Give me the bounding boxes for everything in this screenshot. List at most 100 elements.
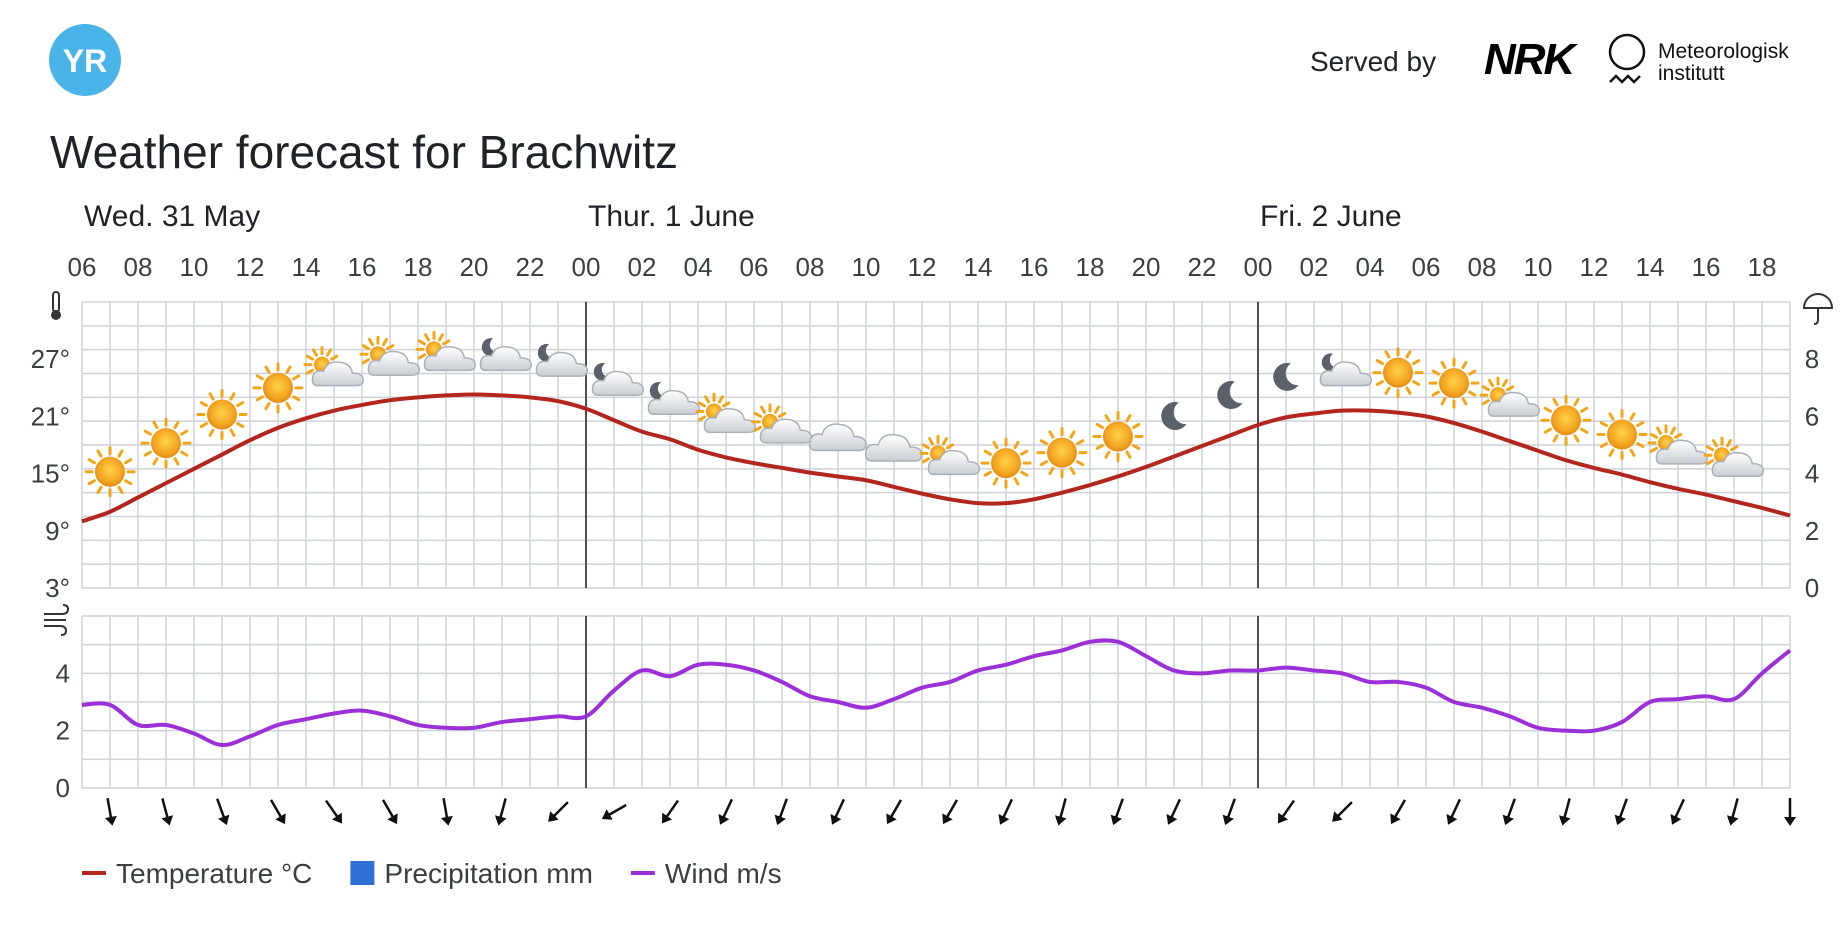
wind-direction-arrow xyxy=(216,798,230,826)
hour-tick-label: 06 xyxy=(1412,252,1441,282)
legend-label: Wind m/s xyxy=(665,858,782,889)
hour-tick-label: 14 xyxy=(292,252,321,282)
wind-direction-arrow xyxy=(1166,798,1182,825)
partly-cloudy-day-icon xyxy=(415,330,476,372)
hour-tick-label: 16 xyxy=(1692,252,1721,282)
hour-tick-label: 10 xyxy=(1524,252,1553,282)
wind-direction-arrow xyxy=(548,801,569,822)
temperature-tick-label: 15° xyxy=(31,459,70,489)
temperature-grid xyxy=(81,301,1791,589)
wind-grid xyxy=(81,615,1791,789)
sun-icon xyxy=(1596,409,1648,461)
partly-cloudy-day-icon xyxy=(1703,436,1764,477)
wind-direction-arrow xyxy=(1670,798,1686,825)
sun-icon xyxy=(196,389,248,441)
hour-tick-label: 08 xyxy=(1468,252,1497,282)
umbrella-icon xyxy=(1802,293,1834,325)
wind-direction-arrow xyxy=(381,799,398,825)
wind-direction-arrow xyxy=(440,797,453,826)
hour-tick-label: 06 xyxy=(68,252,97,282)
legend-swatch xyxy=(350,861,375,885)
axis-labels: 27° 21° 15° 9° 3° 8 6 4 2 0 4 2 0 xyxy=(31,344,1820,803)
wind-direction-arrow xyxy=(1614,798,1628,826)
wind-direction-arrow xyxy=(1784,798,1796,826)
precipitation-tick-label: 4 xyxy=(1805,459,1819,489)
sun-icon xyxy=(140,417,192,469)
wind-direction-arrow xyxy=(1332,801,1353,822)
hour-tick-label: 12 xyxy=(236,252,265,282)
hour-tick-label: 20 xyxy=(460,252,489,282)
sun-icon xyxy=(1372,347,1424,399)
precipitation-tick-label: 2 xyxy=(1805,516,1819,546)
partly-cloudy-day-icon xyxy=(919,434,980,476)
sun-icon xyxy=(1428,357,1480,409)
precipitation-tick-label: 8 xyxy=(1805,344,1819,374)
wind-direction-arrows xyxy=(104,797,1796,826)
day-labels: Wed. 31 May Thur. 1 June Fri. 2 June xyxy=(84,200,1402,233)
precipitation-tick-label: 0 xyxy=(1805,573,1819,603)
legend-item: Wind m/s xyxy=(630,858,782,889)
series-lines xyxy=(81,392,1792,748)
page-title: Weather forecast for Brachwitz xyxy=(50,126,678,178)
wind-direction-arrow xyxy=(494,798,507,826)
legend-item: Precipitation mm xyxy=(350,858,593,889)
legend-item: Temperature °C xyxy=(82,858,312,889)
hour-tick-label: 10 xyxy=(852,252,881,282)
wind-tick-label: 0 xyxy=(56,773,70,803)
temperature-tick-label: 27° xyxy=(31,344,70,374)
partly-cloudy-day-icon xyxy=(1647,424,1708,465)
met-institute-logo[interactable]: Meteorologisk institutt xyxy=(1608,33,1789,85)
day-label: Thur. 1 June xyxy=(588,200,755,233)
cloud-icon xyxy=(864,433,923,462)
wind-direction-arrow xyxy=(1502,798,1516,826)
weather-symbols xyxy=(84,330,1764,498)
wind-direction-arrow xyxy=(1054,798,1067,826)
wind-direction-arrow xyxy=(104,797,117,826)
met-circle-icon xyxy=(1608,33,1646,71)
hour-tick-label: 08 xyxy=(124,252,153,282)
hour-tick-label: 22 xyxy=(516,252,545,282)
partly-cloudy-night-icon xyxy=(647,381,700,416)
wind-icon xyxy=(44,604,70,636)
sun-icon xyxy=(1092,410,1144,462)
yr-logo[interactable]: YR xyxy=(49,24,121,96)
hour-tick-label: 00 xyxy=(572,252,601,282)
met-name-line2: institutt xyxy=(1658,62,1725,85)
partly-cloudy-night-icon xyxy=(1319,353,1372,387)
temperature-tick-label: 3° xyxy=(45,573,70,603)
wind-direction-arrow xyxy=(161,798,174,826)
wind-direction-arrow xyxy=(830,798,846,825)
partly-cloudy-day-icon xyxy=(359,335,420,376)
hour-tick-label: 18 xyxy=(1748,252,1777,282)
temperature-tick-label: 21° xyxy=(31,401,70,431)
hour-tick-label: 14 xyxy=(964,252,993,282)
sun-icon xyxy=(1036,427,1088,479)
wind-direction-arrow xyxy=(1446,798,1462,825)
hour-tick-label: 10 xyxy=(180,252,209,282)
wind-line xyxy=(81,638,1792,748)
partly-cloudy-night-icon xyxy=(591,362,644,396)
partly-cloudy-day-icon xyxy=(1479,376,1540,417)
legend-label: Precipitation mm xyxy=(384,858,593,889)
served-by-label: Served by xyxy=(1310,46,1436,77)
partly-cloudy-night-icon xyxy=(479,338,532,372)
hour-tick-label: 02 xyxy=(1300,252,1329,282)
hour-tick-label: 04 xyxy=(684,252,713,282)
wind-tick-label: 4 xyxy=(56,658,70,688)
met-name-line1: Meteorologisk xyxy=(1658,40,1789,63)
sun-icon xyxy=(84,446,136,498)
wind-direction-arrow xyxy=(942,799,959,825)
wind-direction-arrow xyxy=(1222,798,1236,826)
partly-cloudy-day-icon xyxy=(695,392,756,434)
yr-logo-text: YR xyxy=(63,43,107,79)
wind-direction-arrow xyxy=(269,799,286,825)
temperature-tick-label: 9° xyxy=(45,516,70,546)
hour-tick-label: 12 xyxy=(1580,252,1609,282)
partly-cloudy-night-icon xyxy=(535,343,588,377)
nrk-logo[interactable]: NRK xyxy=(1484,35,1581,84)
partly-cloudy-day-icon xyxy=(303,346,364,387)
sun-icon xyxy=(1540,394,1592,446)
met-wave-icon xyxy=(1609,74,1641,84)
hour-tick-label: 12 xyxy=(908,252,937,282)
wind-direction-arrow xyxy=(1558,798,1571,826)
